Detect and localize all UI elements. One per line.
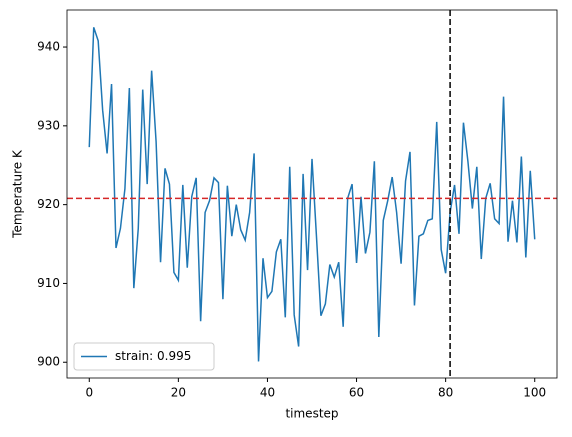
x-tick-label: 60 [349,386,364,400]
x-axis-label: timestep [285,407,338,421]
y-axis-label: Temperature K [11,149,25,239]
y-tick-label: 910 [37,276,60,290]
y-tick-label: 900 [37,355,60,369]
y-tick-label: 920 [37,197,60,211]
axes-frame [66,9,558,379]
x-tick-label: 40 [260,386,275,400]
line [88,27,536,362]
legend-label: strain: 0.995 [115,349,191,363]
y-tick-label: 930 [37,118,60,132]
x-tick-label: 20 [171,386,186,400]
legend-box [73,342,215,371]
x-tick-label: 0 [85,386,93,400]
y-tick-label: 940 [37,40,60,54]
x-tick-label: 80 [438,386,453,400]
x-tick-label: 100 [523,386,546,400]
